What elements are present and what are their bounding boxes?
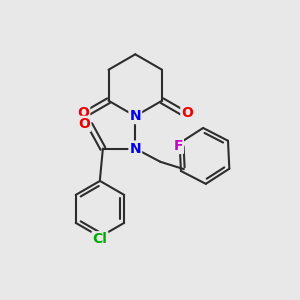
Text: N: N xyxy=(130,109,141,123)
Text: O: O xyxy=(181,106,193,120)
Text: Cl: Cl xyxy=(92,232,107,246)
Text: O: O xyxy=(78,117,90,131)
Text: N: N xyxy=(130,142,141,155)
Text: F: F xyxy=(173,139,183,153)
Text: O: O xyxy=(77,106,89,120)
